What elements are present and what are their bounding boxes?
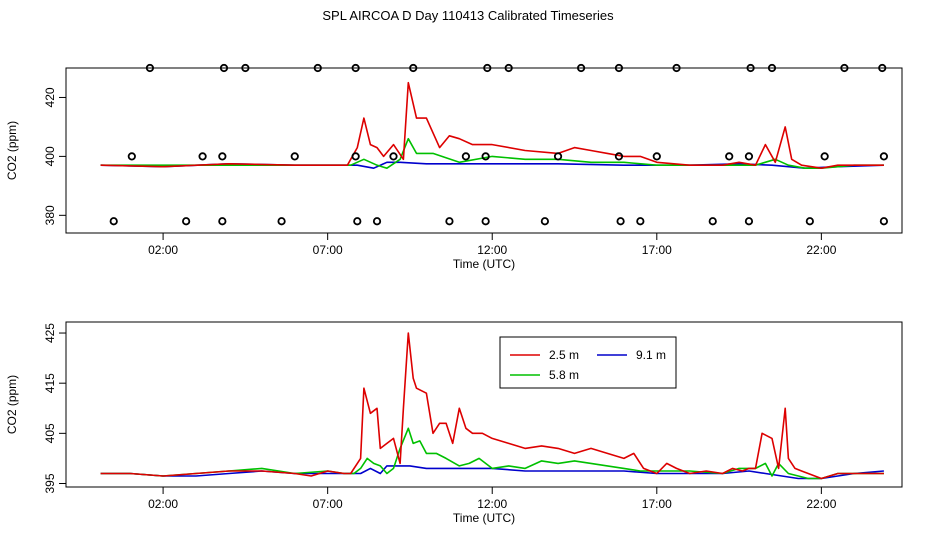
y-tick-label: 395 <box>43 473 57 493</box>
marker-point <box>744 217 754 226</box>
marker-point <box>614 152 624 161</box>
y-tick-label: 415 <box>43 373 57 393</box>
page-title: SPL AIRCOA D Day 110413 Calibrated Times… <box>322 8 614 23</box>
plot-frame <box>65 321 903 488</box>
x-tick-label: 22:00 <box>806 243 836 257</box>
marker-point <box>672 63 681 73</box>
y-axis-title: CO2 (ppm) <box>5 375 19 434</box>
marker-point <box>481 152 490 161</box>
marker-point <box>219 63 229 73</box>
plot-frame <box>65 67 903 234</box>
x-tick-label: 22:00 <box>806 497 836 511</box>
x-axis-title: Time (UTC) <box>453 257 515 271</box>
x-tick-label: 07:00 <box>313 243 343 257</box>
legend-box <box>499 336 677 389</box>
marker-point <box>504 63 513 73</box>
marker-point <box>540 217 549 226</box>
marker-point <box>744 152 754 161</box>
y-tick-label: 400 <box>43 146 57 166</box>
legend-label: 5.8 m <box>549 368 579 382</box>
x-tick-label: 17:00 <box>642 243 672 257</box>
marker-point <box>241 63 250 73</box>
marker-point <box>553 152 563 161</box>
marker-point <box>218 217 227 226</box>
marker-point <box>652 152 661 161</box>
marker-point <box>445 217 454 226</box>
marker-point <box>182 217 191 226</box>
y-tick-label: 425 <box>43 323 57 343</box>
x-tick-label: 17:00 <box>642 497 672 511</box>
marker-point <box>145 63 155 73</box>
marker-point <box>708 217 717 226</box>
y-tick-label: 405 <box>43 423 57 443</box>
marker-point <box>351 152 360 161</box>
marker-point <box>481 217 490 226</box>
marker-point <box>461 152 470 161</box>
bottom-panel: 02:00 07:00 12:00 17:00 22:00 395 405 415 425 Tim… <box>5 321 903 525</box>
marker-point <box>277 217 286 226</box>
x-tick-label: 07:00 <box>313 497 343 511</box>
marker-point <box>290 152 299 161</box>
marker-point <box>109 217 118 226</box>
marker-point <box>616 217 625 226</box>
x-tick-label: 12:00 <box>477 243 507 257</box>
legend: 2.5 m 9.1 m 5.8 m <box>499 336 677 389</box>
marker-point <box>805 217 814 226</box>
marker-point <box>725 152 734 161</box>
marker-point <box>127 152 136 161</box>
marker-point <box>840 63 849 73</box>
x-tick-label: 02:00 <box>148 497 178 511</box>
marker-point <box>353 217 362 226</box>
marker-point <box>409 63 418 73</box>
marker-point <box>614 63 624 73</box>
marker-point <box>879 152 888 161</box>
x-tick-label: 02:00 <box>148 243 178 257</box>
marker-point <box>198 152 207 161</box>
marker-point <box>483 63 492 73</box>
marker-point <box>389 152 398 161</box>
top-panel: 02:00 07:00 12:00 17:00 22:00 380 400 420 Time (… <box>5 63 903 271</box>
marker-point <box>218 152 227 161</box>
marker-point <box>351 63 360 73</box>
marker-point <box>879 217 888 226</box>
marker-point <box>313 63 322 73</box>
legend-label: 2.5 m <box>549 348 579 362</box>
y-tick-label: 380 <box>43 205 57 225</box>
marker-point <box>878 63 887 73</box>
marker-point <box>372 217 382 226</box>
y-tick-label: 420 <box>43 87 57 107</box>
marker-point <box>576 63 586 73</box>
series-line-2-5-m <box>100 81 884 169</box>
marker-point <box>820 152 829 161</box>
x-axis-title: Time (UTC) <box>453 511 515 525</box>
legend-label: 9.1 m <box>636 348 666 362</box>
y-axis-title: CO2 (ppm) <box>5 121 19 180</box>
series-line-2-5-m <box>100 332 884 480</box>
marker-point <box>767 63 777 73</box>
x-tick-label: 12:00 <box>477 497 507 511</box>
marker-point <box>636 217 645 226</box>
marker-point <box>746 63 755 73</box>
series-line-5-8-m <box>100 137 884 169</box>
